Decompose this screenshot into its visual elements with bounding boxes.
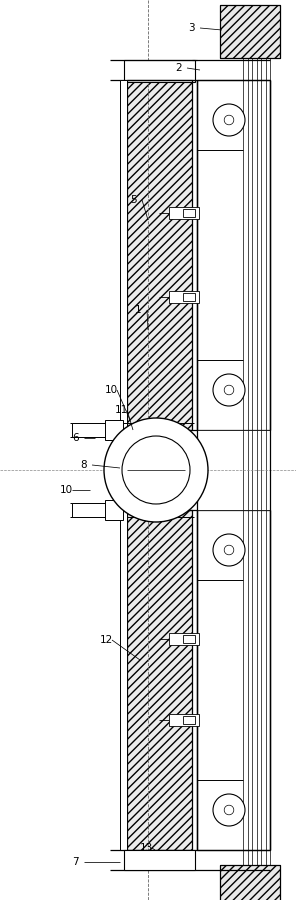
- Text: 13: 13: [140, 843, 153, 853]
- Circle shape: [122, 436, 190, 504]
- Bar: [105, 420, 123, 440]
- Bar: [120, 510, 127, 850]
- Bar: [183, 293, 195, 301]
- Bar: [169, 633, 199, 645]
- Bar: [127, 510, 192, 850]
- Bar: [169, 714, 199, 726]
- Circle shape: [213, 534, 245, 566]
- Bar: [220, 865, 280, 900]
- Text: 10: 10: [105, 385, 118, 395]
- Circle shape: [213, 374, 245, 406]
- Circle shape: [224, 115, 234, 125]
- Bar: [220, 865, 280, 900]
- Bar: [72, 503, 110, 517]
- Bar: [124, 850, 195, 870]
- Bar: [197, 80, 270, 430]
- Bar: [124, 60, 195, 82]
- Circle shape: [224, 385, 234, 395]
- Text: 3: 3: [188, 23, 195, 33]
- Text: 7: 7: [72, 857, 79, 867]
- Bar: [183, 209, 195, 217]
- Text: 10: 10: [60, 485, 73, 495]
- Bar: [169, 207, 199, 219]
- Text: 8: 8: [80, 460, 87, 470]
- Circle shape: [104, 418, 208, 522]
- Bar: [197, 430, 270, 510]
- Bar: [169, 291, 199, 303]
- Bar: [220, 5, 280, 58]
- Circle shape: [213, 104, 245, 136]
- Circle shape: [224, 806, 234, 814]
- Text: 11: 11: [115, 405, 128, 415]
- Bar: [120, 80, 127, 430]
- Bar: [127, 510, 192, 850]
- Bar: [127, 80, 192, 430]
- Text: 2: 2: [175, 63, 182, 73]
- Text: 5: 5: [130, 195, 137, 205]
- Bar: [183, 635, 195, 643]
- Text: 12: 12: [100, 635, 113, 645]
- Bar: [183, 716, 195, 724]
- Bar: [72, 423, 110, 437]
- Circle shape: [213, 794, 245, 826]
- Bar: [105, 500, 123, 520]
- Text: 6: 6: [72, 433, 79, 443]
- Text: 1: 1: [135, 305, 141, 315]
- Bar: [197, 510, 270, 850]
- Bar: [127, 80, 192, 430]
- Circle shape: [224, 545, 234, 554]
- Bar: [220, 5, 280, 58]
